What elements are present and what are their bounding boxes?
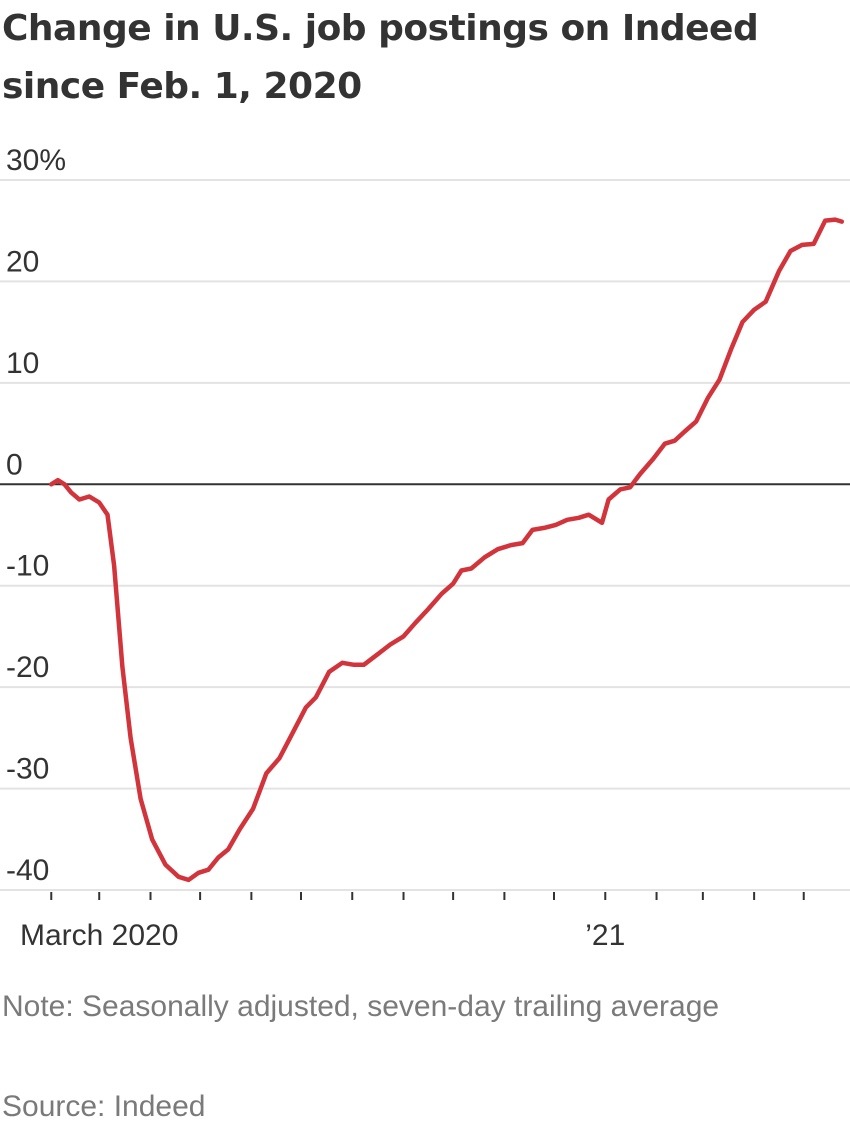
gridlines bbox=[0, 179, 850, 891]
chart-source: Source: Indeed bbox=[2, 1090, 206, 1123]
y-tick-label: 0 bbox=[6, 448, 23, 481]
x-tick-label: March 2020 bbox=[20, 919, 178, 952]
y-tick-label: 30% bbox=[6, 144, 66, 177]
job-postings-line-chart: 30% 20 10 0 -10 -20 -30 -40 March 2020 ’21 bbox=[0, 144, 850, 952]
y-tick-label: 20 bbox=[6, 245, 39, 278]
y-axis-labels: 30% 20 10 0 -10 -20 -30 -40 bbox=[6, 144, 66, 887]
chart-title: Change in U.S. job postings on Indeed si… bbox=[2, 8, 759, 107]
y-tick-label: -40 bbox=[6, 854, 49, 887]
x-tick-label: ’21 bbox=[585, 919, 625, 952]
series-layer bbox=[49, 217, 845, 883]
chart-note: Note: Seasonally adjusted, seven-day tra… bbox=[2, 990, 720, 1023]
y-tick-label: 10 bbox=[6, 347, 39, 380]
x-axis: March 2020 ’21 bbox=[20, 892, 805, 952]
y-tick-label: -30 bbox=[6, 753, 49, 786]
series-line bbox=[49, 217, 845, 883]
y-tick-label: -20 bbox=[6, 651, 49, 684]
y-tick-label: -10 bbox=[6, 550, 49, 583]
